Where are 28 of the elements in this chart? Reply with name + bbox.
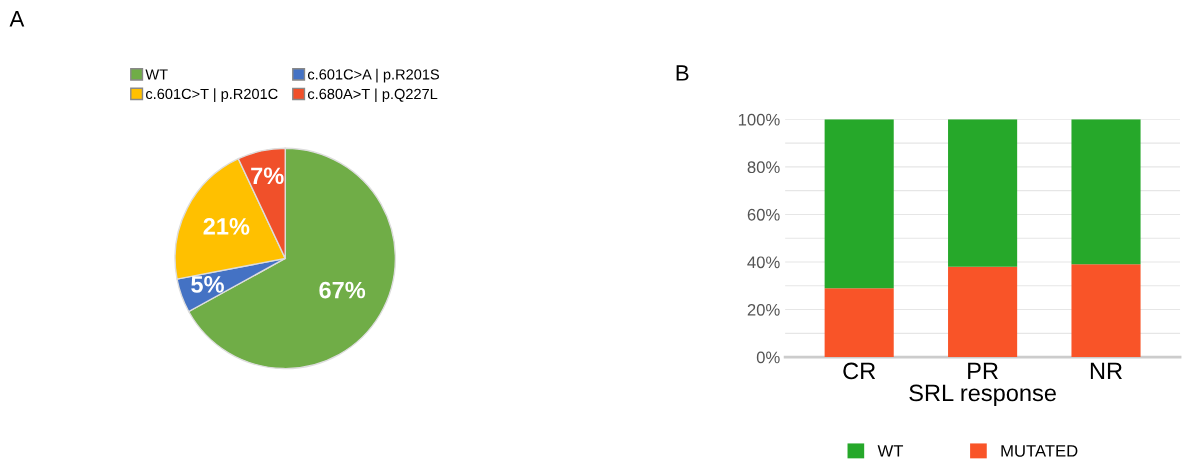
bar xyxy=(1071,119,1141,265)
y-tick-label: 40% xyxy=(747,256,780,269)
y-tick-label: 0% xyxy=(756,351,780,364)
legend-label: c.601C>A | p.R201S xyxy=(307,68,439,83)
legend-label: WT xyxy=(877,445,904,457)
x-tick-label: NR xyxy=(1090,362,1122,380)
y-tick-label: 20% xyxy=(747,303,780,316)
legend-label: MUTATED xyxy=(1001,445,1078,457)
x-tick-label: CR xyxy=(843,362,876,380)
data-label: 67% xyxy=(319,281,366,299)
bar xyxy=(948,119,1018,267)
data-label: 5% xyxy=(191,276,224,293)
data-label: 21% xyxy=(203,218,250,235)
data-label: 7% xyxy=(251,167,284,185)
y-tick-label: 100% xyxy=(738,113,780,126)
legend-label: WT xyxy=(145,69,168,80)
chart-title: A xyxy=(9,11,25,27)
bar xyxy=(1071,264,1141,358)
x-axis-title: SRL response xyxy=(909,384,1056,406)
bar xyxy=(948,266,1018,358)
y-tick-label: 60% xyxy=(747,208,780,221)
chart-title: B xyxy=(676,65,689,81)
x-tick-label: PR xyxy=(968,362,998,380)
y-tick-label: 80% xyxy=(747,161,780,174)
legend-label: c.601C>T | p.R201C xyxy=(146,88,278,103)
bar xyxy=(824,288,894,358)
legend-label: c.680A>T | p.Q227L xyxy=(307,88,438,103)
bar xyxy=(824,119,894,289)
